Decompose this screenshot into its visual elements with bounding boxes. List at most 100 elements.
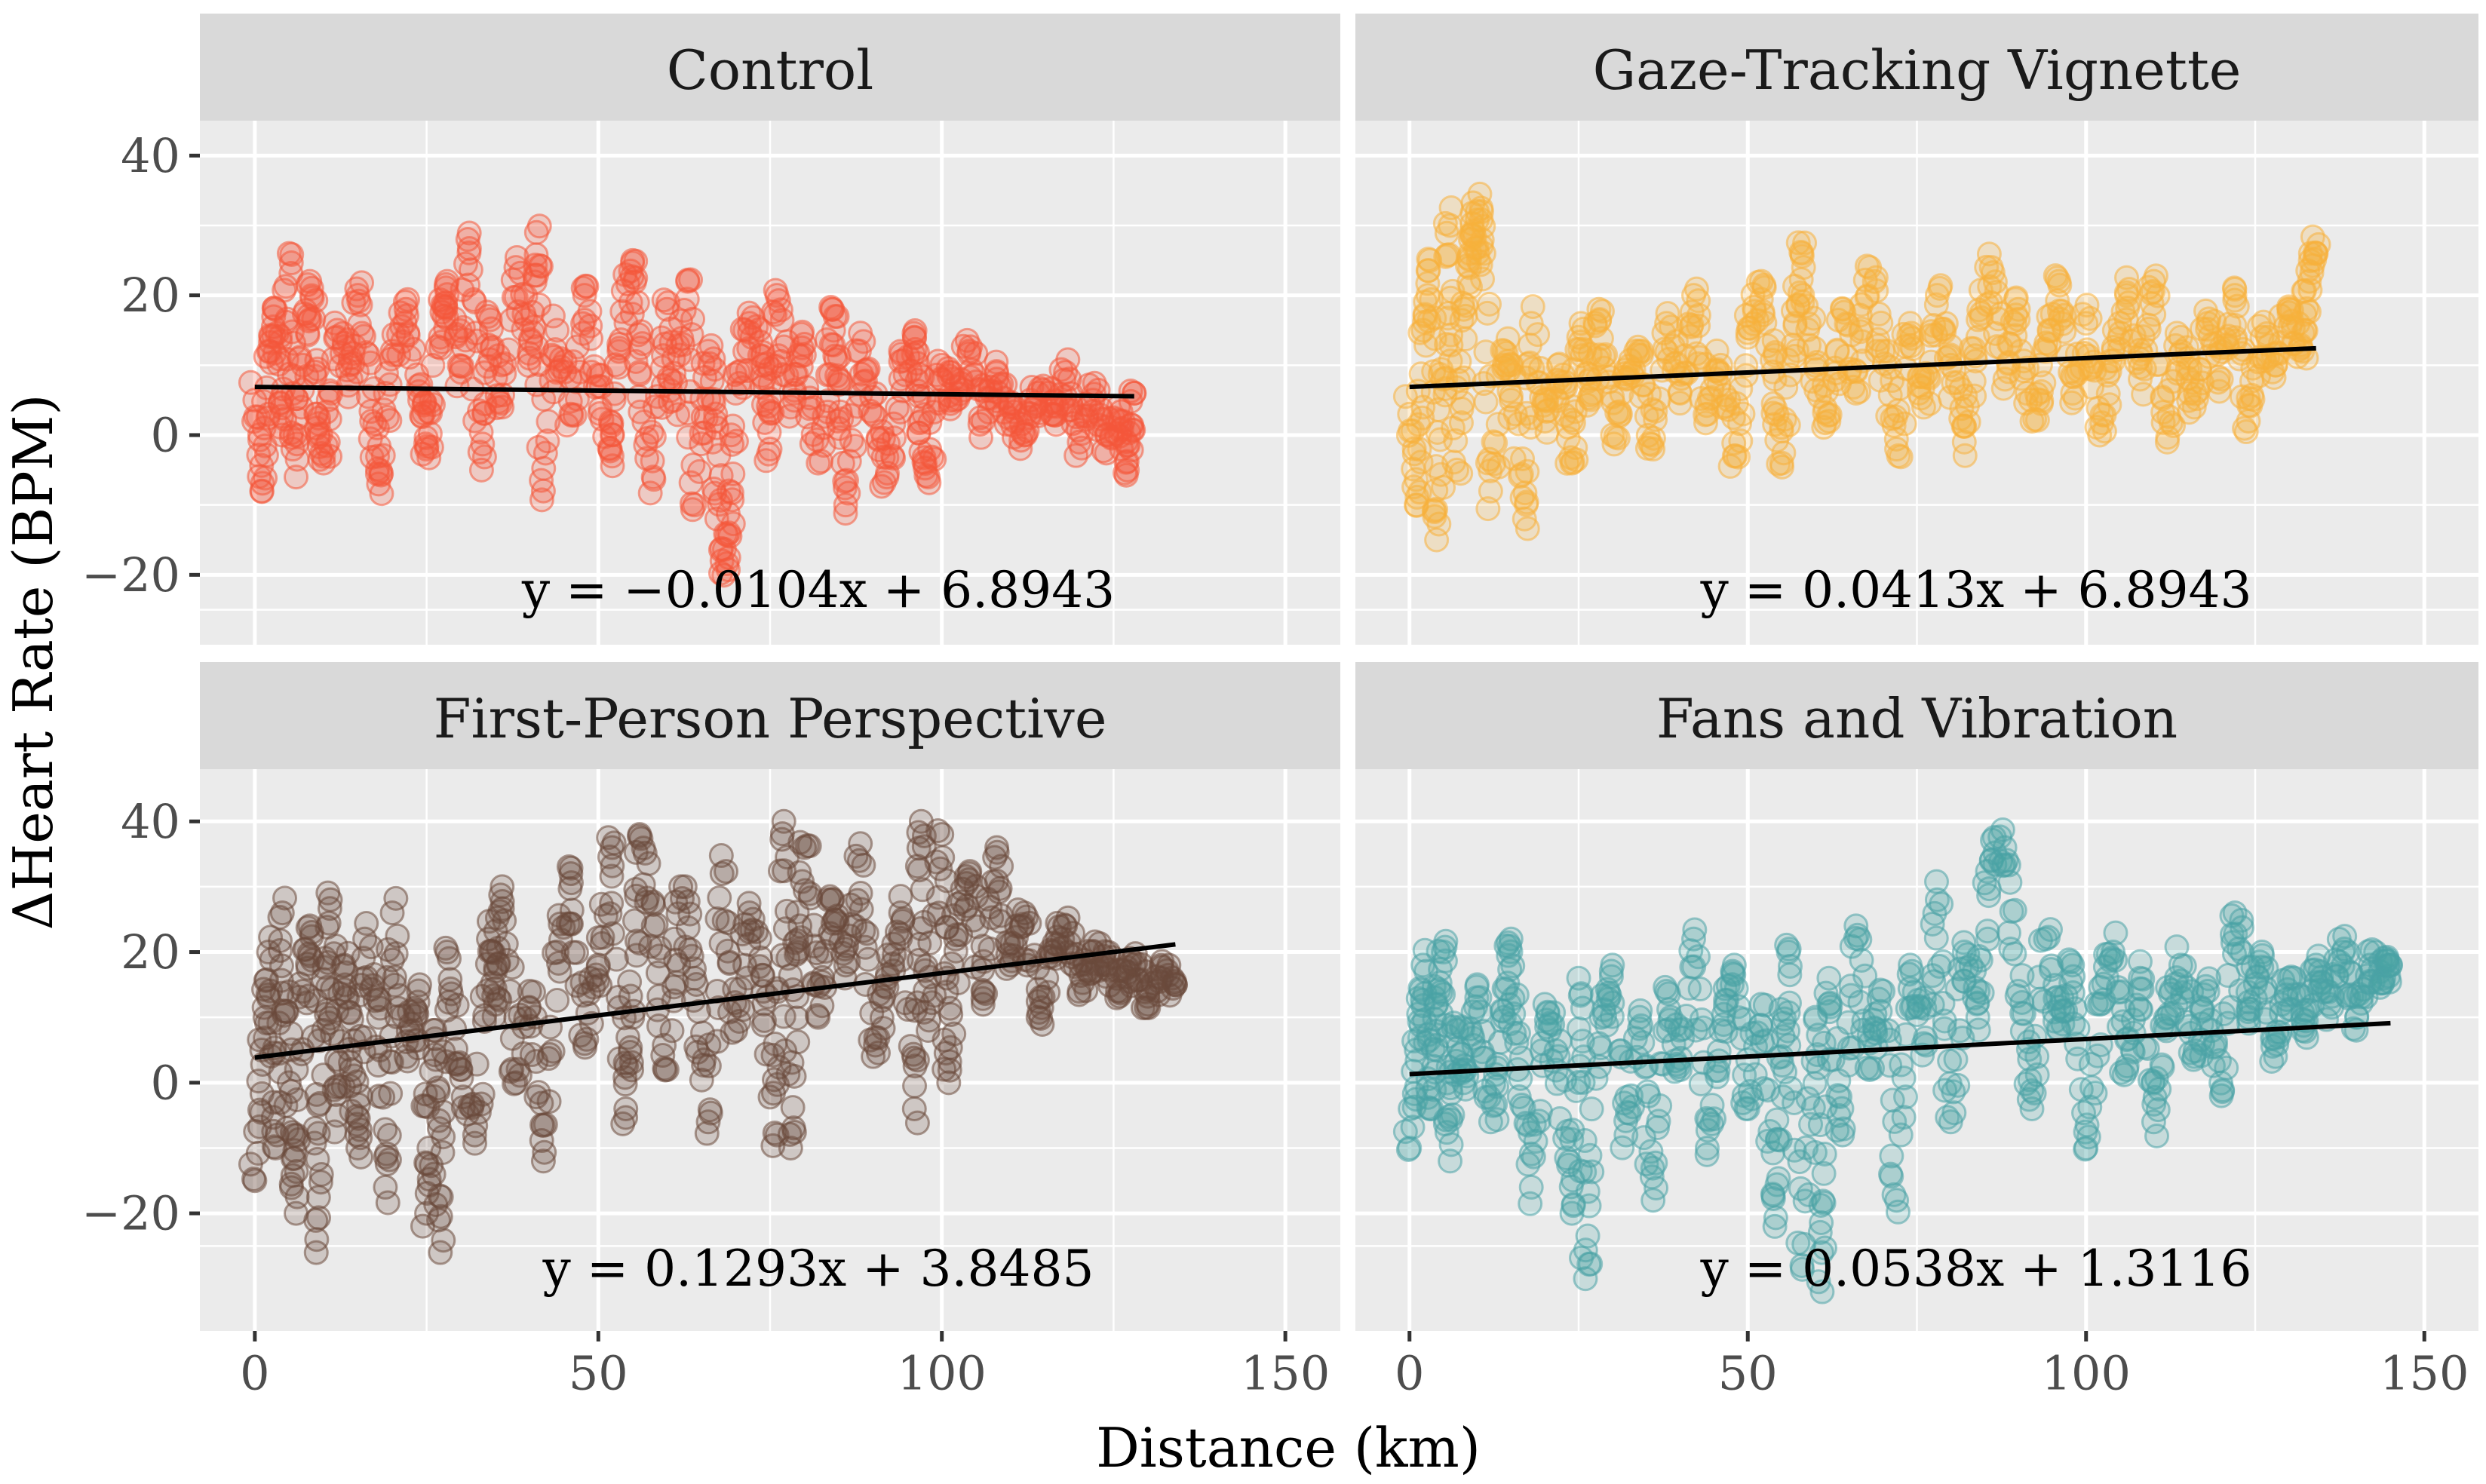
data-point-fill [2111, 1062, 2137, 1087]
fit-equation: y = 0.0413x + 6.8943 [1700, 561, 2252, 619]
data-point-fill [535, 428, 560, 454]
data-point-fill [904, 1047, 930, 1073]
data-point-fill [698, 1100, 723, 1126]
data-point-fill [2145, 1097, 2171, 1123]
data-point-fill [2037, 917, 2063, 943]
data-point-fill [426, 1207, 452, 1233]
data-point-fill [1898, 320, 1924, 346]
data-point-fill [787, 860, 812, 885]
data-point-fill [1447, 348, 1472, 374]
data-point-fill [1993, 848, 2019, 873]
data-point-fill [490, 382, 516, 408]
data-point-fill [855, 946, 881, 972]
data-point-fill [1628, 342, 1654, 368]
data-point-fill [1868, 977, 1893, 1003]
data-point-fill [253, 443, 279, 468]
data-point-fill [2103, 947, 2128, 973]
data-point-fill [315, 880, 341, 906]
data-point-fill [273, 274, 299, 299]
data-point-fill [781, 1115, 806, 1141]
data-point-fill [1438, 1107, 1464, 1133]
data-point-fill [1997, 869, 2023, 895]
data-point-fill [1892, 411, 1917, 437]
data-point-fill [1751, 302, 1776, 328]
data-point-fill [1864, 278, 1889, 304]
data-point-fill [659, 1018, 685, 1044]
data-point-fill [665, 402, 691, 428]
data-point-fill [888, 884, 913, 909]
data-point-fill [1525, 322, 1551, 348]
x-tick-label: 100 [898, 1346, 987, 1401]
data-point-fill [530, 1112, 556, 1138]
data-point-fill [2171, 953, 2197, 979]
data-point-fill [1500, 953, 1526, 979]
data-point-fill [1121, 417, 1146, 443]
data-point-fill [1686, 313, 1711, 339]
data-point-fill [1475, 300, 1500, 326]
data-point-fill [280, 1163, 305, 1188]
data-point-fill [377, 408, 403, 434]
y-tick-label: −20 [81, 1186, 180, 1241]
data-point-fill [1473, 389, 1499, 415]
data-point-fill [376, 1123, 402, 1148]
data-point-fill [1808, 1193, 1834, 1219]
data-point-fill [442, 1016, 468, 1041]
data-point-fill [1896, 961, 1922, 987]
data-point-fill [301, 306, 327, 332]
data-point-fill [1686, 288, 1711, 314]
data-point-fill [1427, 970, 1453, 995]
data-point-fill [1943, 1047, 1969, 1072]
data-point-fill [636, 851, 661, 876]
data-point-fill [1926, 953, 1952, 979]
data-point-fill [2155, 425, 2181, 450]
data-point-fill [719, 480, 744, 505]
data-point-fill [1401, 474, 1427, 500]
data-point-fill [881, 446, 907, 471]
data-point-fill [496, 337, 521, 363]
data-point-fill [766, 288, 791, 314]
data-point-fill [2205, 369, 2231, 395]
data-point-fill [2028, 379, 2054, 404]
data-point-fill [278, 250, 304, 276]
data-point-fill [902, 318, 928, 344]
data-point-fill [987, 875, 1013, 901]
data-point-fill [1449, 397, 1475, 422]
data-point-fill [434, 282, 460, 308]
data-point-fill [1815, 403, 1841, 428]
data-point-fill [1514, 489, 1539, 515]
y-tick-label: 40 [121, 128, 180, 183]
data-point-fill [1976, 241, 2002, 267]
data-point-fill [2097, 392, 2122, 418]
data-point-fill [1889, 1052, 1914, 1078]
data-point-fill [784, 1005, 809, 1031]
data-point-fill [1728, 428, 1754, 454]
data-point-fill [1515, 458, 1540, 484]
data-point-fill [563, 940, 589, 965]
data-point-fill [2377, 952, 2403, 978]
data-point-fill [367, 458, 393, 483]
data-point-fill [1962, 383, 1987, 409]
data-point-fill [1775, 412, 1801, 438]
data-point-fill [1407, 437, 1432, 462]
data-point-fill [1667, 391, 1693, 416]
data-point-fill [1687, 977, 1713, 1002]
data-point-fill [444, 992, 470, 1018]
data-point-fill [1122, 380, 1147, 406]
data-point-fill [437, 946, 462, 971]
data-point-fill [308, 1161, 334, 1187]
data-point-fill [1952, 443, 1978, 468]
strip-background [200, 14, 1340, 121]
data-point-fill [2297, 277, 2323, 303]
data-point-fill [601, 387, 627, 412]
data-point-fill [376, 1147, 402, 1173]
data-point-fill [680, 988, 706, 1013]
data-point-fill [1840, 374, 1866, 400]
data-point-fill [824, 363, 850, 388]
panels-layer: Control y = −0.0104x + 6.8943 −20 0 20 40 Gaze… [81, 14, 2478, 1401]
data-point-fill [694, 1121, 720, 1146]
data-point-fill [833, 501, 858, 526]
data-point-fill [1448, 410, 1474, 436]
data-point-fill [1162, 972, 1188, 998]
data-point-fill [2136, 316, 2162, 342]
data-point-fill [596, 825, 622, 851]
